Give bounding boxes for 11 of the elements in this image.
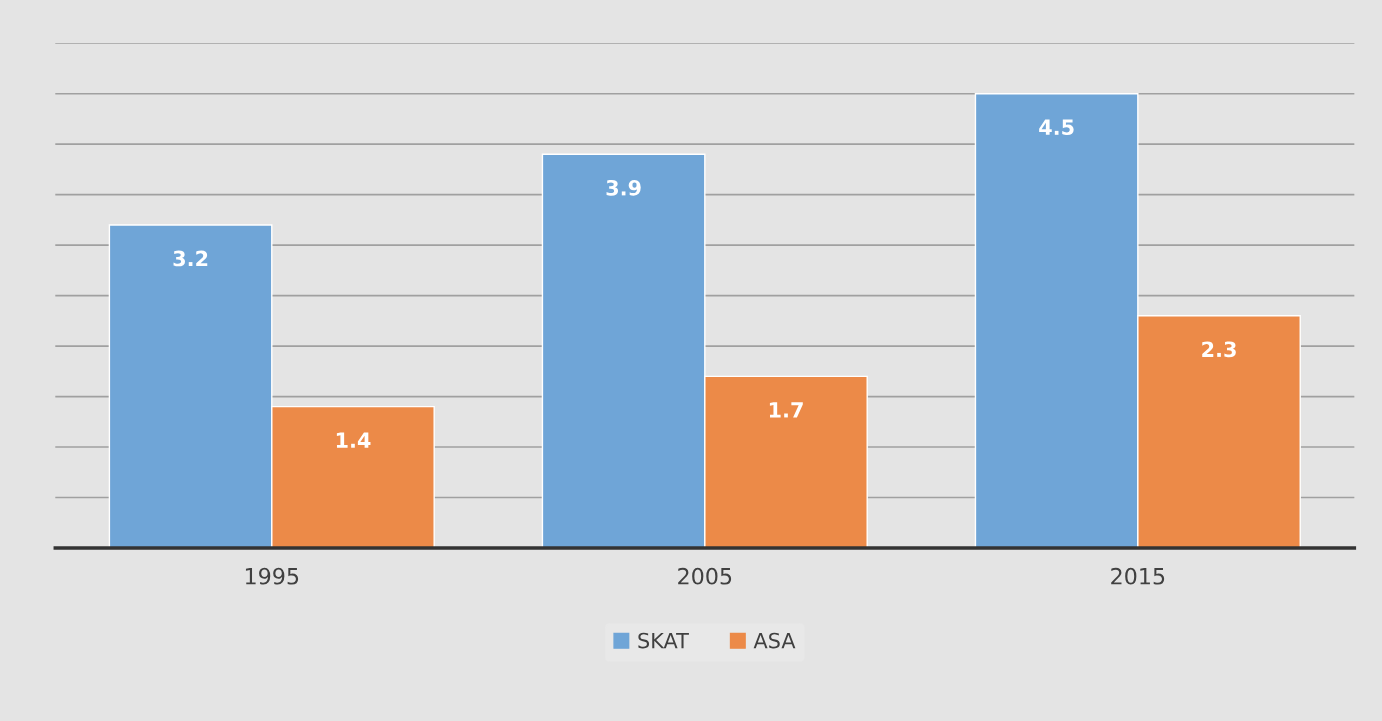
data-label: 3.2 [173, 250, 208, 267]
legend-label: ASA [753, 632, 796, 649]
legend-label: SKAT [638, 632, 689, 649]
x-tick-label: 2015 [1111, 567, 1165, 585]
x-tick-label: 2005 [678, 567, 732, 585]
x-tick-label: 1995 [245, 567, 299, 585]
data-label: 2.3 [1202, 341, 1236, 358]
data-label: 1.7 [769, 402, 803, 418]
data-label: 4.5 [1039, 119, 1074, 136]
data-label: 1.4 [336, 432, 371, 448]
data-label: 3.9 [606, 179, 641, 196]
